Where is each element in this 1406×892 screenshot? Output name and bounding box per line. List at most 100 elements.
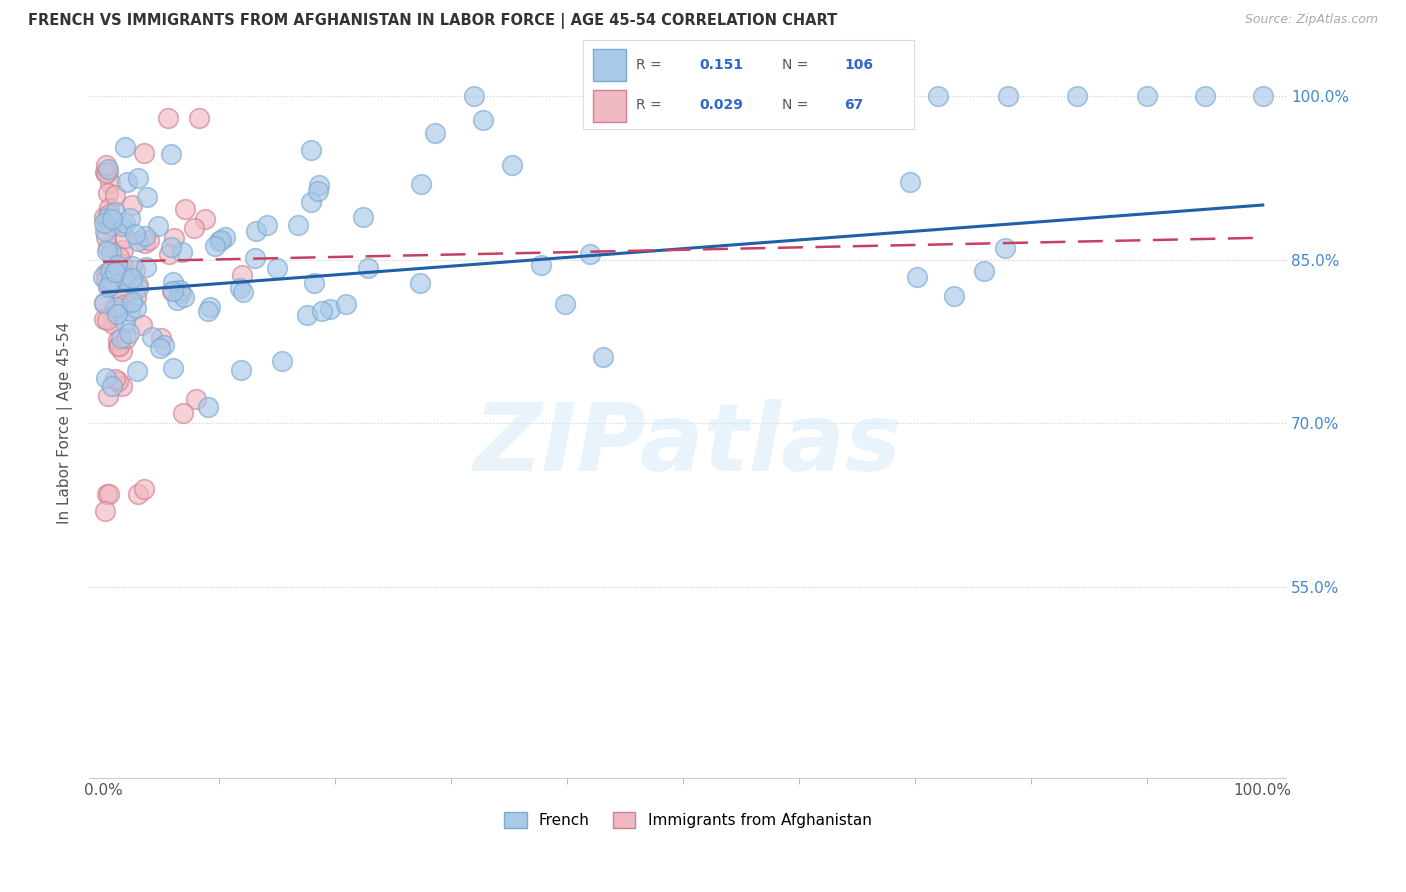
Point (115, 175, 138, 189)
Point (115, 331, 138, 345)
Point (845, 88, 868, 103)
Point (132, 146, 155, 161)
Point (112, 298, 135, 312)
Point (103, 302, 125, 317)
Point (160, 147, 183, 161)
Point (105, 307, 128, 321)
Point (197, 304, 219, 318)
Point (127, 281, 149, 295)
Point (100, 264, 122, 278)
Point (94, 158, 117, 172)
Point (352, 210, 374, 224)
Point (166, 293, 188, 308)
Point (107, 374, 129, 388)
Point (98, 279, 121, 293)
Point (127, 277, 149, 292)
Point (97, 207, 120, 221)
Point (209, 234, 232, 248)
Point (121, 197, 143, 211)
Point (266, 261, 288, 276)
Point (308, 178, 330, 193)
Point (118, 303, 141, 318)
Point (472, 113, 495, 128)
Point (114, 231, 136, 245)
Point (160, 240, 183, 254)
Point (256, 218, 278, 232)
Point (93, 296, 115, 310)
Point (108, 338, 131, 352)
Point (1136, 88, 1159, 103)
Point (97, 165, 120, 179)
Point (162, 361, 184, 376)
Point (100, 219, 122, 234)
Legend: French, Immigrants from Afghanistan: French, Immigrants from Afghanistan (498, 806, 877, 834)
Point (409, 276, 432, 290)
Text: 0.029: 0.029 (699, 98, 742, 112)
Point (125, 301, 148, 316)
Point (463, 88, 485, 103)
Point (134, 228, 156, 243)
Point (97, 487, 120, 501)
Point (118, 326, 141, 340)
Point (108, 250, 131, 264)
Point (96, 211, 118, 225)
Point (127, 171, 149, 186)
Point (96, 266, 118, 280)
Point (245, 223, 267, 237)
Point (111, 219, 134, 234)
Point (149, 342, 172, 356)
Point (120, 211, 142, 225)
Point (232, 285, 254, 299)
Point (104, 187, 127, 202)
Point (172, 407, 194, 421)
Text: N =: N = (782, 98, 808, 112)
Point (94, 230, 117, 244)
Point (125, 364, 148, 378)
Point (97, 186, 120, 200)
Point (311, 304, 333, 318)
Text: N =: N = (782, 58, 808, 72)
Point (94, 370, 117, 384)
Point (114, 272, 136, 286)
Point (104, 205, 127, 219)
Point (411, 177, 433, 191)
Point (100, 245, 122, 260)
Text: R =: R = (637, 58, 662, 72)
Point (152, 338, 174, 352)
Point (131, 318, 153, 332)
Point (94, 224, 117, 238)
Point (96, 217, 118, 231)
Point (121, 277, 143, 291)
Point (905, 270, 928, 285)
Point (997, 88, 1019, 103)
Point (1251, 88, 1274, 103)
Point (287, 218, 309, 232)
Point (157, 246, 180, 260)
Point (91, 269, 114, 284)
Point (110, 257, 132, 271)
Point (121, 294, 143, 309)
Point (295, 308, 318, 322)
Point (194, 212, 217, 227)
Point (96, 244, 118, 258)
Point (134, 235, 156, 250)
Text: 67: 67 (845, 98, 863, 112)
Point (132, 482, 155, 496)
Point (121, 271, 143, 285)
Point (103, 264, 125, 278)
Point (114, 140, 136, 154)
Point (271, 354, 294, 368)
Point (357, 260, 380, 275)
Point (173, 290, 195, 304)
Point (898, 175, 921, 189)
Point (100, 211, 122, 226)
Point (98, 176, 121, 190)
Point (105, 258, 128, 272)
Point (187, 111, 209, 125)
Point (319, 302, 342, 317)
Point (214, 230, 236, 244)
Point (105, 300, 128, 314)
Point (162, 284, 184, 298)
Point (162, 284, 184, 298)
Text: FRENCH VS IMMIGRANTS FROM AFGHANISTAN IN LABOR FORCE | AGE 45-54 CORRELATION CHA: FRENCH VS IMMIGRANTS FROM AFGHANISTAN IN… (28, 13, 838, 29)
